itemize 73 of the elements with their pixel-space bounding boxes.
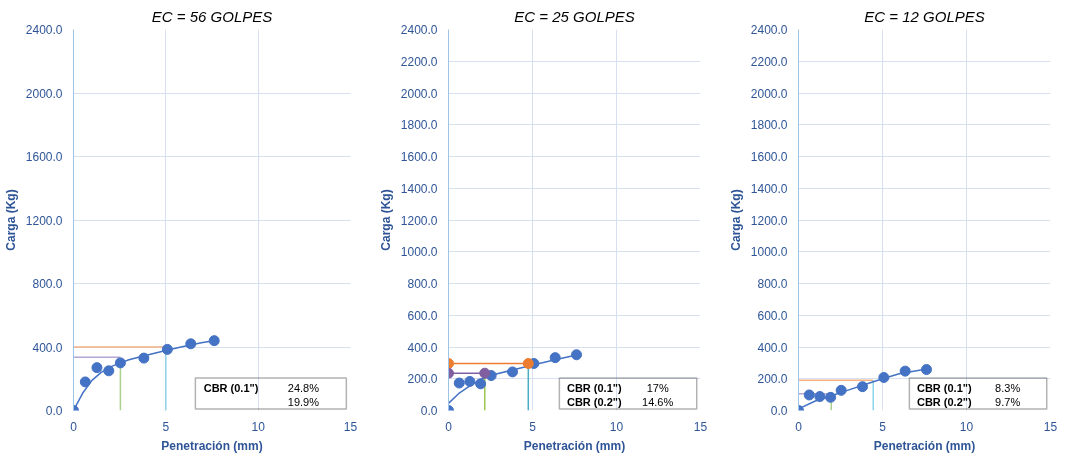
- annotation: 19.9%: [287, 396, 320, 409]
- x-tick-label: 15: [693, 419, 708, 434]
- point: [161, 343, 173, 355]
- y-tick-label: 1800.0: [750, 118, 788, 133]
- y-tick-label: 2000.0: [400, 86, 438, 101]
- y-tick-label: 2400.0: [25, 23, 63, 37]
- y-tick-label: 800.0: [407, 277, 438, 291]
- y-tick-label: 1600.0: [750, 150, 788, 164]
- point: [138, 352, 150, 364]
- y-tick-label: 1000.0: [750, 245, 788, 260]
- y-tick-label: 1600.0: [400, 150, 438, 164]
- annotation: CBR (0.1"): [566, 382, 622, 395]
- x-axis-title: Penetración (mm): [523, 438, 626, 453]
- y-tick-label: 600.0: [757, 308, 788, 323]
- annotation: CBR (0.1"): [203, 382, 259, 395]
- x-tick-label: 0: [445, 419, 453, 434]
- y-tick-label: 1200.0: [750, 213, 788, 228]
- y-tick-label: 200.0: [407, 372, 438, 387]
- x-tick-label: 15: [1043, 419, 1058, 434]
- point: [91, 362, 103, 374]
- chart-title: EC = 12 GOLPES: [864, 7, 985, 25]
- y-tick-label: 1400.0: [750, 181, 788, 196]
- y-tick-label: 1400.0: [400, 181, 438, 196]
- y-axis-title: Carga (Kg): [728, 189, 743, 251]
- x-tick-label: 0: [795, 419, 803, 434]
- x-axis-title: Penetración (mm): [161, 438, 263, 453]
- y-axis-title: Carga (Kg): [3, 189, 18, 251]
- y-tick-label: 0.0: [45, 404, 63, 418]
- y-tick-label: 1200.0: [400, 213, 438, 228]
- y-tick-label: 1800.0: [400, 118, 438, 133]
- y-tick-label: 1000.0: [400, 245, 438, 260]
- x-tick-label: 5: [529, 419, 537, 434]
- annotation: CBR (0.2"): [566, 396, 622, 409]
- annotation: 14.6%: [642, 396, 674, 409]
- x-tick-label: 0: [70, 419, 78, 434]
- x-tick-label: 10: [959, 419, 974, 434]
- point: [208, 335, 220, 347]
- y-tick-label: 2200.0: [400, 54, 438, 69]
- y-tick-label: 2400.0: [400, 23, 438, 37]
- y-tick-label: 2000.0: [25, 86, 63, 101]
- x-tick-label: 10: [251, 419, 266, 434]
- y-tick-label: 800.0: [32, 277, 63, 291]
- y-tick-label: 800.0: [757, 277, 788, 291]
- y-tick-label: 2000.0: [750, 86, 788, 101]
- y-tick-label: 200.0: [757, 372, 788, 387]
- y-tick-label: 1600.0: [25, 150, 63, 164]
- point: [79, 376, 91, 388]
- point: [103, 365, 115, 377]
- chart-title: EC = 25 GOLPES: [514, 7, 635, 25]
- y-axis-title: Carga (Kg): [378, 189, 393, 251]
- annotation: 8.3%: [995, 382, 1021, 395]
- annotation: 17%: [646, 382, 669, 395]
- y-tick-label: 2200.0: [750, 54, 788, 69]
- x-axis-title: Penetración (mm): [873, 438, 976, 453]
- y-tick-label: 600.0: [407, 308, 438, 323]
- annotation: 24.8%: [287, 382, 320, 395]
- point: [185, 338, 197, 350]
- y-tick-label: 400.0: [757, 340, 788, 355]
- annotation: 9.7%: [995, 396, 1021, 409]
- x-tick-label: 15: [343, 419, 358, 434]
- y-tick-label: 400.0: [32, 340, 63, 355]
- x-tick-label: 10: [609, 419, 624, 434]
- y-tick-label: 0.0: [770, 404, 788, 418]
- x-tick-label: 5: [162, 419, 170, 434]
- y-tick-label: 400.0: [407, 340, 438, 355]
- point: [114, 357, 126, 369]
- y-tick-label: 0.0: [420, 404, 438, 418]
- chart-title: EC = 56 GOLPES: [151, 7, 273, 25]
- y-tick-label: 1200.0: [25, 213, 63, 228]
- annotation: CBR (0.2"): [916, 396, 972, 409]
- y-tick-label: 2400.0: [750, 23, 788, 37]
- annotation: CBR (0.1"): [916, 382, 972, 395]
- x-tick-label: 5: [879, 419, 887, 434]
